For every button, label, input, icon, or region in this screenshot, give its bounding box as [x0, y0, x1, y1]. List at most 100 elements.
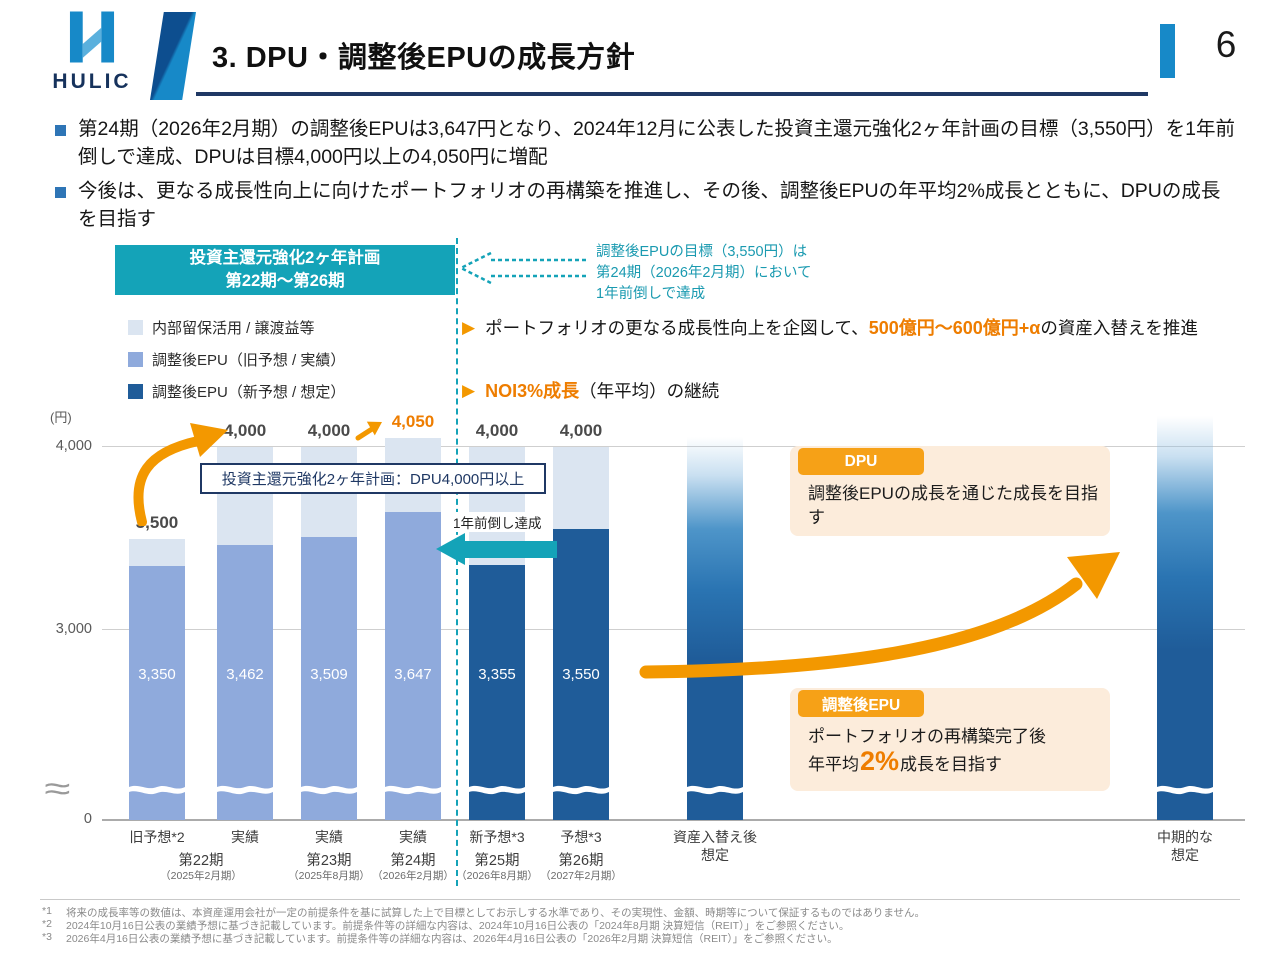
growth-point-normal: ポートフォリオの更なる成長性向上を企図して、 [485, 318, 869, 338]
early-achieved-arrow-tail [464, 541, 557, 558]
bullet-item: 今後は、更なる成長性向上に向けたポートフォリオの再構築を推進し、その後、調整後E… [55, 178, 1235, 233]
bar-axis-break-wave-icon [469, 785, 525, 795]
period-label: 第26期 [558, 853, 604, 869]
y-tick-4000: 4,000 [55, 438, 92, 454]
bar-gradient-segment [687, 437, 743, 820]
bar-retained-segment [129, 538, 185, 566]
bar-category-label: 新予想*3 [469, 829, 525, 845]
period-sub-label: （2025年8月期） [288, 870, 370, 882]
bullet-text: 今後は、更なる成長性向上に向けたポートフォリオの再構築を推進し、その後、調整後E… [78, 180, 1221, 230]
bar-axis-break-wave-icon [301, 785, 357, 795]
footnote-text: 2026年4月16日公表の業績予想に基づき記載しています。前提条件等の詳細な内容… [66, 933, 838, 945]
bullet-square-icon [55, 125, 66, 136]
dotted-left-arrow-icon [458, 251, 589, 285]
bar-category-label: 実績 [399, 829, 427, 845]
bar-total-label: 3,500 [135, 512, 179, 532]
legend-item: 内部留保活用 / 譲渡益等 [128, 317, 345, 338]
page-number: 6 [1215, 24, 1237, 65]
hulic-logo-icon [69, 11, 115, 63]
triangle-bullet-icon: ▶ [462, 381, 476, 400]
period-label: 第25期 [474, 853, 520, 869]
period-label: 第23期 [306, 853, 352, 869]
bar-total-label: 4,000 [223, 421, 267, 440]
growth-point-normal: の資産入替えを推進 [1040, 318, 1198, 338]
bar-category-label: 中期的な [1157, 829, 1213, 845]
y-axis-unit-label: (円) [50, 410, 72, 425]
legend-item: 調整後EPU（旧予想 / 実績） [128, 349, 345, 370]
early-achieved-arrowhead-icon [436, 533, 465, 565]
period-sub-label: （2026年2月期） [372, 870, 454, 882]
axis-baseline [102, 819, 1245, 821]
bar-value-label: 3,462 [226, 666, 264, 683]
bar-total-label: 4,000 [475, 421, 519, 440]
bar-category-label: 旧予想*2 [129, 829, 185, 845]
page-number-bar [1160, 24, 1175, 78]
y-tick-3000: 3,000 [55, 621, 92, 637]
epu-text-line1: ポートフォリオの再構築完了後 [808, 727, 1046, 746]
plan-period-line1: 投資主還元強化2ヶ年計画 [189, 248, 381, 267]
epu-line2-percent: 2% [860, 746, 900, 776]
growth-point-highlight: NOI3%成長 [485, 381, 580, 401]
growth-point-normal: （年平均）の継続 [579, 381, 720, 401]
bar-value-label: 3,550 [562, 666, 600, 683]
growth-point: ▶ NOI3%成長（年平均）の継続 [462, 379, 1207, 405]
bar-epu-segment [553, 529, 609, 820]
epu-annotation-box: 調整後EPU ポートフォリオの再構築完了後 年平均 2% 成長を目指す [790, 688, 1110, 791]
early-achieved-label: 1年前倒し達成 [451, 512, 544, 532]
bullet-square-icon [55, 187, 66, 198]
epu-line2-pre: 年平均 [808, 755, 859, 774]
bar-axis-break-wave-icon [217, 785, 273, 795]
footnote-mark: *3 [42, 931, 52, 943]
orange-curve-arrow-icon [133, 423, 228, 526]
hulic-logo-text: HULIC [52, 70, 132, 93]
plan-note: 調整後EPUの目標（3,550円）は 第24期（2026年2月期）において 1年… [596, 244, 812, 303]
bar-epu-segment [385, 511, 441, 820]
footnote: *2 2024年10月16日公表の業績予想に基づき記載しています。前提条件等の詳… [42, 918, 1252, 933]
growth-point-highlight: 500億円～600億円+α [868, 318, 1041, 338]
footnote: *1 将来の成長率等の数値は、本資産運用会社が一定の前提条件を基に試算した上で目… [42, 905, 1252, 920]
bar-axis-break-wave-icon [687, 785, 743, 795]
legend-label: 調整後EPU（旧予想 / 実績） [152, 352, 346, 369]
growth-point: ▶ ポートフォリオの更なる成長性向上を企図して、500億円～600億円+αの資産… [462, 316, 1207, 342]
bar-gradient-segment [1157, 416, 1213, 820]
legend-swatch [128, 384, 143, 399]
bar-category-label: 資産入替え後 [673, 829, 757, 845]
plan-period-line2: 第22期～第26期 [225, 272, 345, 290]
legend-label: 調整後EPU（新予想 / 想定） [152, 384, 346, 401]
footnote: *3 2026年4月16日公表の業績予想に基づき記載しています。前提条件等の詳細… [42, 931, 1252, 946]
dpu-target-box: 投資主還元強化2ヶ年計画：DPU4,000円以上 [200, 463, 546, 494]
bar-retained-segment [553, 447, 609, 530]
dpu-text: 調整後EPUの成長を通じた成長を目指す [808, 484, 1098, 527]
bar-total-label: 4,050 [391, 411, 435, 431]
bar-epu-segment [217, 545, 273, 820]
gridline-4000 [102, 446, 1245, 447]
legend-swatch [128, 320, 143, 335]
growth-swoosh-arrow-icon [639, 552, 1120, 679]
bar-value-label: 3,350 [138, 666, 176, 683]
footnote-mark: *1 [42, 905, 52, 917]
bar-category-label: 予想*3 [560, 829, 602, 845]
period-label: 第22期 [178, 853, 224, 869]
legend-swatch [128, 352, 143, 367]
bar-value-label: 3,647 [394, 666, 432, 683]
period-label: 第24期 [390, 853, 436, 869]
bar-axis-break-wave-icon [129, 785, 185, 795]
bullet-item: 第24期（2026年2月期）の調整後EPUは3,647円となり、2024年12月… [55, 116, 1235, 171]
period-sub-label: （2027年2月期） [540, 870, 622, 882]
bar-epu-segment [469, 565, 525, 820]
chart-legend: 内部留保活用 / 譲渡益等調整後EPU（旧予想 / 実績） 調整後EPU（新予想 … [128, 317, 345, 413]
bar-total-label: 4,000 [559, 421, 603, 440]
legend-label: 内部留保活用 / 譲渡益等 [152, 320, 315, 337]
y-tick-0: 0 [83, 811, 92, 827]
bar-axis-break-wave-icon [385, 785, 441, 795]
axis-break-icon: ≈ [44, 770, 71, 808]
bar-axis-break-wave-icon [1157, 785, 1213, 795]
epu-text-line2: 年平均 2% 成長を目指す [808, 748, 1002, 777]
bar-value-label: 3,509 [310, 666, 348, 683]
plan-period-box: 投資主還元強化2ヶ年計画 第22期～第26期 [115, 245, 455, 295]
dpu-annotation-box: DPU 調整後EPUの成長を通じた成長を目指す [790, 446, 1110, 536]
bar-category-label: 実績 [315, 829, 343, 845]
legend-item: 調整後EPU（新予想 / 想定） [128, 381, 345, 402]
